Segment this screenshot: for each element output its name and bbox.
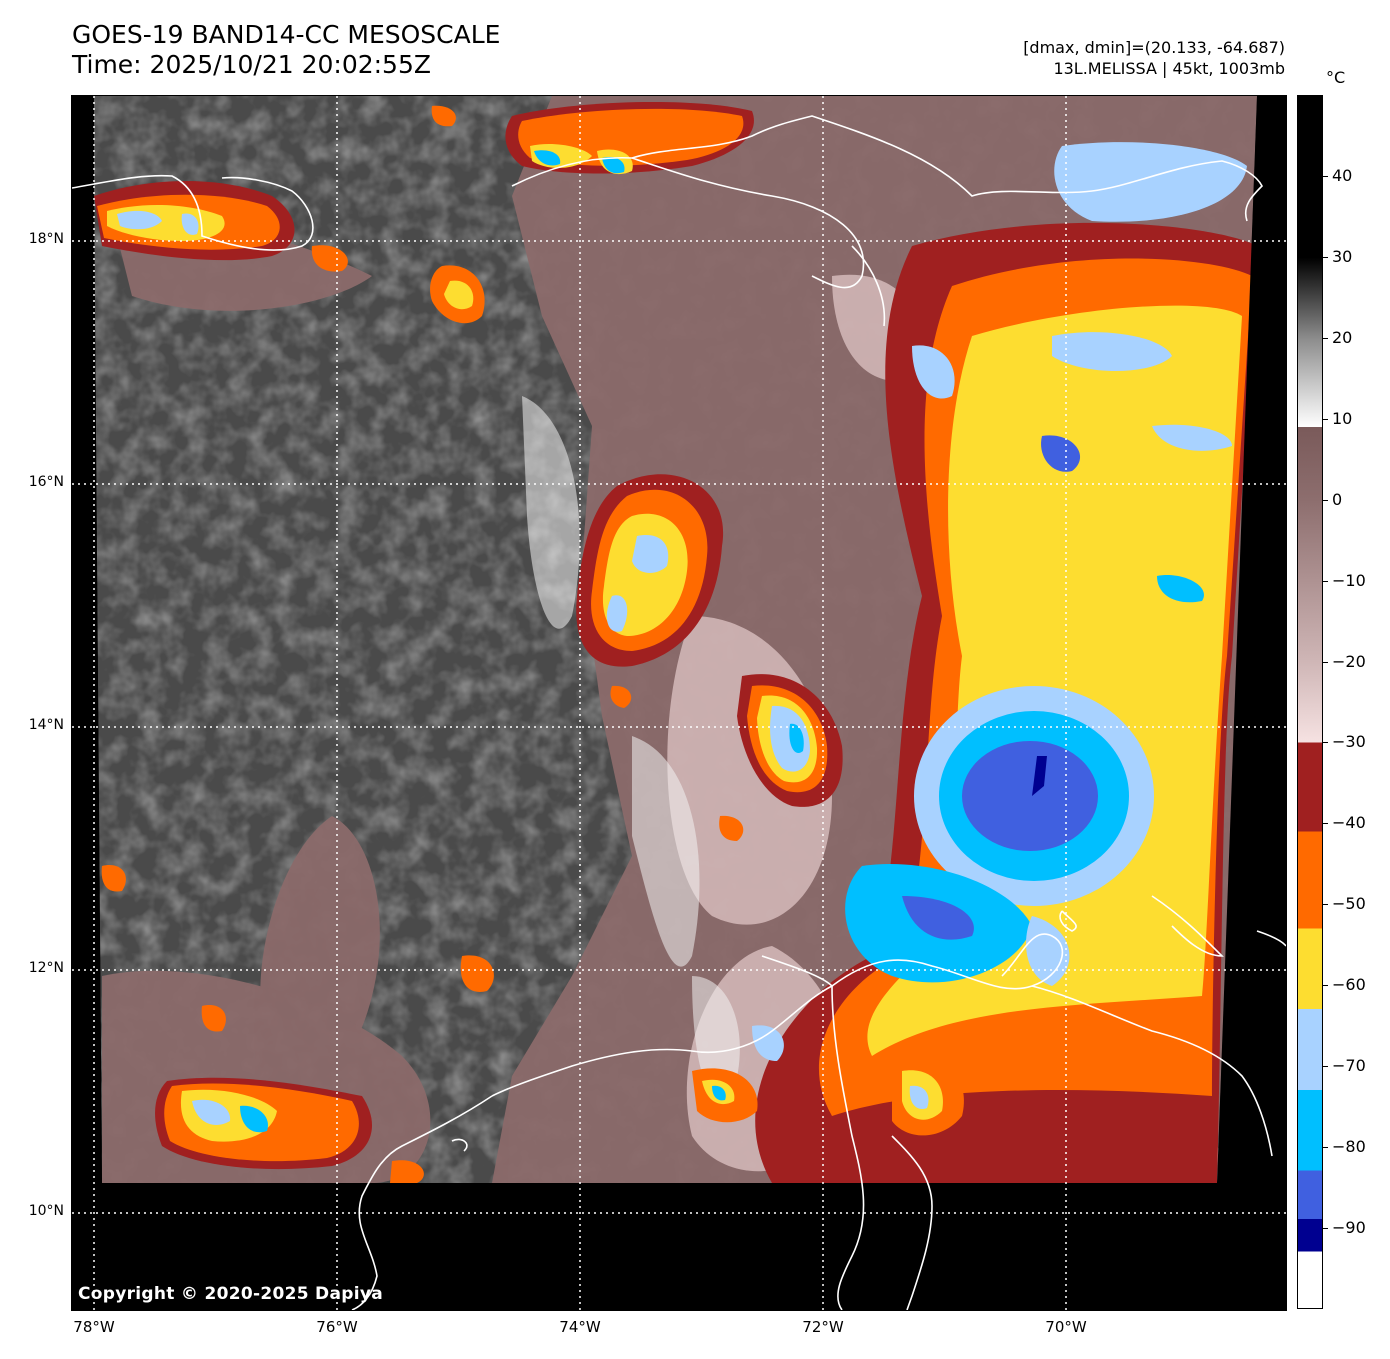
melissa-convection — [755, 222, 1257, 1183]
convective-cells — [94, 101, 964, 1183]
lat-label-14n: 14°N — [28, 717, 64, 733]
lat-label-16n: 16°N — [28, 474, 64, 490]
title-product: GOES-19 BAND14-CC MESOSCALE — [72, 20, 501, 49]
colorbar-tick-label: −60 — [1332, 975, 1366, 995]
lon-label-78w: 78°W — [73, 1318, 115, 1336]
colorbar-tick-mark — [1322, 580, 1328, 582]
satellite-map[interactable]: Copyright © 2020-2025 Dapiya — [71, 95, 1287, 1311]
colorbar-tick-mark — [1322, 256, 1328, 258]
graticule — [72, 96, 1286, 1310]
storm-status-text: 13L.MELISSA | 45kt, 1003mb — [1053, 59, 1285, 78]
colorbar-tick-label: −70 — [1332, 1056, 1366, 1076]
storm-info: [dmax, dmin]=(20.133, -64.687) 13L.MELIS… — [1023, 37, 1285, 79]
colorbar-tick-mark — [1322, 1147, 1328, 1149]
colorbar-tick-mark — [1322, 175, 1328, 177]
colorbar-tick-label: 0 — [1332, 489, 1343, 509]
lat-label-18n: 18°N — [28, 231, 64, 247]
colorbar-tick-label: 30 — [1332, 246, 1353, 266]
colorbar-tick-label: −40 — [1332, 813, 1366, 833]
colorbar-unit: °C — [1326, 68, 1346, 87]
copyright-text: Copyright © 2020-2025 Dapiya — [78, 1284, 383, 1304]
melissa-core — [962, 741, 1098, 851]
title-time: Time: 2025/10/21 20:02:55Z — [72, 50, 431, 79]
lon-label-74w: 74°W — [559, 1318, 601, 1336]
colorbar-tick-label: −30 — [1332, 732, 1366, 752]
northeast-cold-tops — [912, 142, 1247, 603]
lon-label-76w: 76°W — [316, 1318, 358, 1336]
satellite-imagery — [72, 96, 1286, 1310]
lon-label-72w: 72°W — [802, 1318, 844, 1336]
colorbar-tick-label: 40 — [1332, 165, 1353, 185]
no-data-bottom — [72, 1183, 1286, 1310]
lon-label-70w: 70°W — [1045, 1318, 1087, 1336]
chart-title: GOES-19 BAND14-CC MESOSCALE Time: 2025/1… — [72, 20, 500, 80]
lat-label-10n: 10°N — [28, 1203, 64, 1219]
colorbar-tick-label: −20 — [1332, 651, 1366, 671]
colorbar-tick-label: 10 — [1332, 408, 1353, 428]
colorbar-tick-mark — [1322, 661, 1328, 663]
colorbar-tick-mark — [1322, 1066, 1328, 1068]
colorbar-tick-label: −80 — [1332, 1137, 1366, 1157]
coastlines — [72, 115, 1286, 1310]
imagery-swath — [72, 96, 1286, 1310]
colorbar-tick-mark — [1322, 904, 1328, 906]
colorbar-tick-mark — [1322, 418, 1328, 420]
colorbar-tick-mark — [1322, 499, 1328, 501]
colorbar-tick-mark — [1322, 1228, 1328, 1230]
no-data-right — [1217, 96, 1286, 1310]
temperature-colorbar — [1297, 95, 1323, 1309]
dmax-dmin-text: [dmax, dmin]=(20.133, -64.687) — [1023, 38, 1285, 57]
lat-label-12n: 12°N — [28, 960, 64, 976]
colorbar-tick-label: −50 — [1332, 894, 1366, 914]
colorbar-tick-label: 20 — [1332, 327, 1353, 347]
colorbar-tick-mark — [1322, 337, 1328, 339]
colorbar-tick-label: −10 — [1332, 570, 1366, 590]
colorbar-tick-mark — [1322, 823, 1328, 825]
colorbar-tick-mark — [1322, 985, 1328, 987]
colorbar-tick-label: −90 — [1332, 1218, 1366, 1238]
colorbar-tick-mark — [1322, 742, 1328, 744]
